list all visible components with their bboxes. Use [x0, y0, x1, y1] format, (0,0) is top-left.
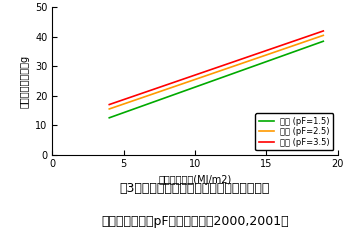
Text: 及び土壌水分（pF）との関係（2000,2001）: 及び土壌水分（pF）との関係（2000,2001） — [101, 215, 289, 228]
Text: 図3．「あやひかり」の千粒重と日平均日射: 図3．「あやひかり」の千粒重と日平均日射 — [120, 183, 270, 195]
Legend: 推定 (pF=1.5), 推定 (pF=2.5), 推定 (pF=3.5): 推定 (pF=1.5), 推定 (pF=2.5), 推定 (pF=3.5) — [255, 113, 333, 150]
Y-axis label: 成熟期の千粒重，g: 成熟期の千粒重，g — [19, 54, 30, 107]
X-axis label: 日平均日射量(MJ/m2): 日平均日射量(MJ/m2) — [158, 175, 231, 185]
